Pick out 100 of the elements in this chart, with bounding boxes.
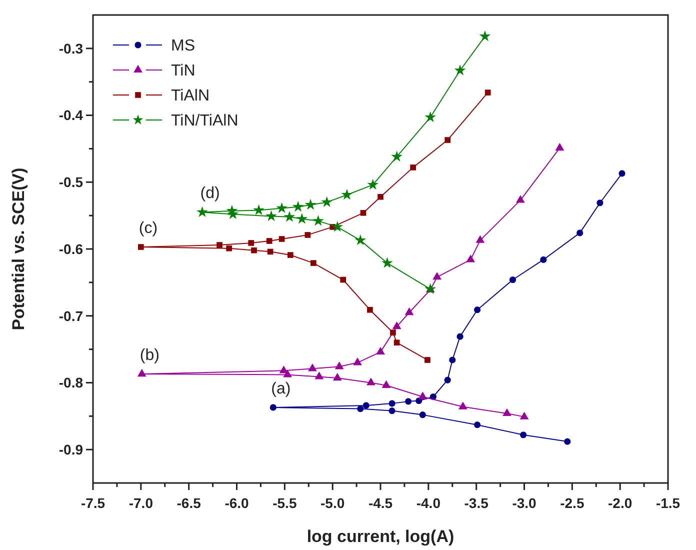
legend-label: TiAlN [171,88,210,105]
point [418,392,428,400]
point [454,64,466,76]
point [404,307,414,316]
point [332,372,342,381]
point [362,402,370,409]
point [312,214,324,226]
point [394,340,400,346]
point [367,306,373,313]
point [382,380,391,388]
point [596,200,604,206]
y-tick-label: -0.9 [58,441,84,458]
x-tick-label: -4.5 [368,495,393,511]
point [310,260,316,266]
point [321,196,333,208]
point [196,206,208,218]
point [456,333,464,340]
point [278,236,285,242]
point [516,195,525,203]
point [576,230,584,236]
annotation: (d) [200,185,220,202]
x-tick-label: -6.0 [224,495,250,511]
point [618,170,626,177]
point [458,402,468,410]
point [137,368,146,377]
legend-label: TiN [171,62,196,80]
y-tick-label: -0.5 [58,174,84,190]
point [284,210,296,222]
point [376,346,385,355]
x-tick-label: -1.5 [656,495,680,511]
y-tick-label: -0.3 [58,40,84,56]
point [474,422,481,428]
point [564,438,571,445]
point [382,257,393,268]
point [367,178,379,190]
point [444,376,451,384]
x-tick-label: -5.5 [272,495,297,511]
point [332,220,344,232]
x-tick-label: -7.0 [128,495,154,511]
point [266,238,272,244]
point [357,406,364,412]
x-tick-label: -2.0 [608,495,632,511]
point [410,164,416,170]
point [314,372,324,380]
x-tick-label: -5.0 [320,495,345,511]
point [216,242,222,248]
point [476,235,485,243]
point [253,204,264,216]
point [484,90,491,96]
point [353,358,362,366]
point [341,188,353,200]
point [520,432,527,438]
point [392,321,402,330]
y-tick-label: -0.6 [58,240,84,257]
annotation: (b) [140,347,160,364]
x-tick-label: -7.5 [80,495,106,511]
point [334,362,344,370]
legend-label: TiN/TiAlN [171,112,238,130]
point [449,356,456,364]
point [296,212,308,224]
point [138,244,144,250]
annotation: (c) [138,220,158,237]
point [340,276,346,283]
x-tick-label: -3.0 [512,495,537,511]
point [266,210,277,222]
point [474,306,481,314]
point [430,393,436,400]
point [366,378,376,386]
point [354,234,366,246]
point [388,400,396,407]
point [226,245,232,252]
y-axis-title: Potential vs. SCE(V) [9,168,28,330]
legend-label: MS [171,38,195,55]
y-tick-label: -0.7 [58,308,84,324]
point [276,202,288,214]
annotation: (a) [271,380,291,398]
point [419,412,426,418]
point [390,330,396,336]
point [270,404,276,411]
point [444,137,450,143]
point [226,204,238,216]
x-tick-label: -3.5 [464,495,489,511]
point [288,252,294,258]
point [424,357,430,363]
point [251,247,257,254]
point [405,398,412,405]
point [432,272,442,280]
point [555,142,564,151]
point [391,150,402,162]
point [304,198,316,210]
point [466,254,476,262]
point [292,200,304,212]
point [479,30,491,42]
point [424,111,436,122]
y-tick-label: -0.4 [58,107,84,124]
point [502,408,512,416]
x-tick-label: -6.5 [176,495,202,511]
point [509,276,516,284]
point [540,256,547,263]
point [304,232,311,238]
